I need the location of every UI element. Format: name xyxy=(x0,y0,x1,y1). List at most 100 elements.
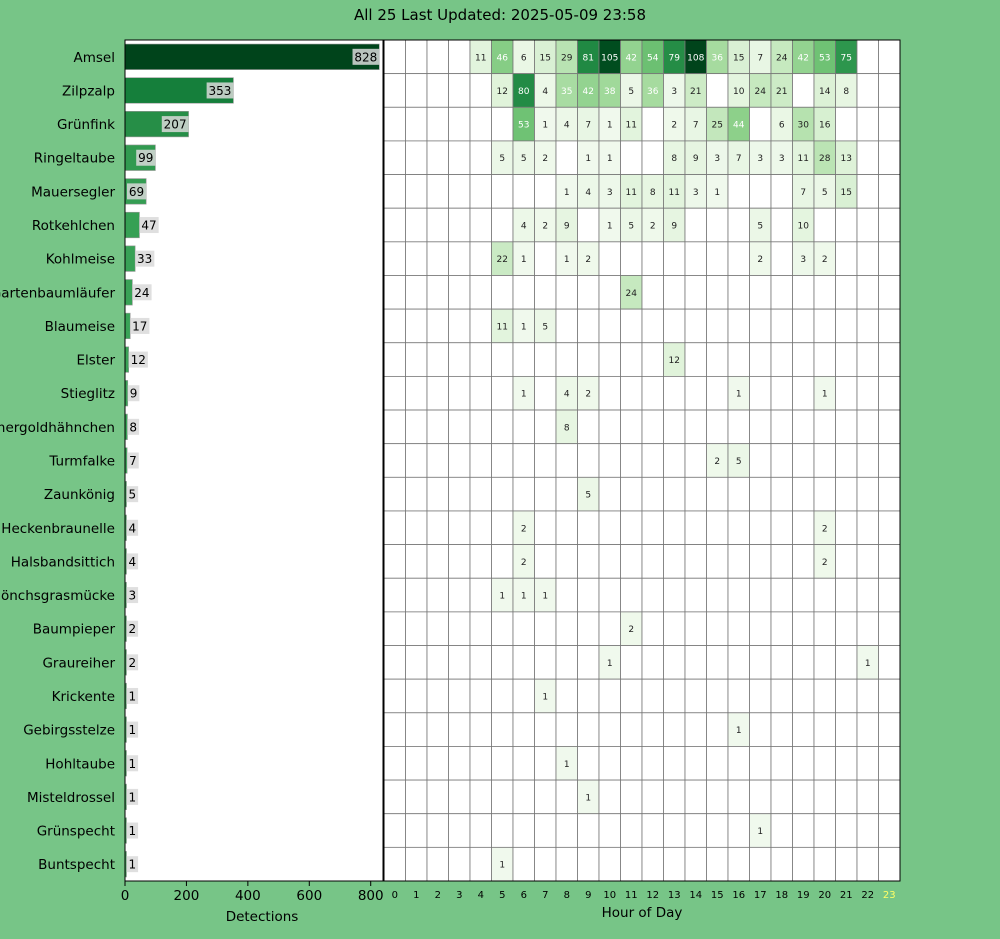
heatmap-cell-value: 5 xyxy=(499,154,505,164)
heatmap-cell xyxy=(534,409,557,445)
heatmap-cell-value: 7 xyxy=(800,188,806,198)
category-label: Grünfink xyxy=(57,117,115,133)
heatmap-cell-value: 12 xyxy=(497,87,508,97)
heatmap-cell-value: 15 xyxy=(841,188,852,198)
heatmap-cell xyxy=(749,510,772,545)
heatmap-cell xyxy=(813,813,836,848)
heatmap-cell xyxy=(405,39,428,75)
heatmap-cell xyxy=(577,409,600,445)
heatmap-cell xyxy=(512,443,535,478)
heatmap-cell xyxy=(727,275,750,310)
heatmap-cell xyxy=(641,712,664,747)
heatmap-cell-value: 10 xyxy=(798,222,810,232)
hour-tick-label: 15 xyxy=(711,890,724,901)
heatmap-cell xyxy=(663,678,686,714)
heatmap-cell xyxy=(684,678,707,714)
heatmap-cell xyxy=(813,476,836,512)
heatmap-cell xyxy=(555,577,578,613)
heatmap-cell xyxy=(727,678,750,714)
heatmap-cell xyxy=(448,375,471,411)
heatmap-cell-value: 2 xyxy=(628,625,634,635)
heatmap-cell xyxy=(813,275,836,310)
heatmap-cell xyxy=(620,308,643,344)
heatmap-cell xyxy=(620,577,643,613)
heatmap-cell xyxy=(706,645,729,680)
heatmap-cell xyxy=(405,106,428,142)
hour-tick-label: 2 xyxy=(435,890,441,901)
heatmap-cell xyxy=(534,544,557,579)
heatmap-cell xyxy=(534,746,557,781)
heatmap-cell xyxy=(448,73,471,108)
heatmap-cell xyxy=(555,476,578,512)
heatmap-cell-value: 13 xyxy=(841,154,852,164)
heatmap-cell xyxy=(856,308,879,344)
heatmap-cell xyxy=(749,443,772,478)
heatmap-cell xyxy=(856,476,879,512)
heatmap-cell-value: 3 xyxy=(671,87,677,97)
heatmap-cell xyxy=(663,275,686,310)
bar-value-label-bg xyxy=(126,553,139,570)
heatmap-cell xyxy=(426,342,449,377)
category-label: Hohltaube xyxy=(45,756,115,772)
heatmap-cell xyxy=(534,813,557,848)
heatmap-cell xyxy=(469,409,492,445)
heatmap-cell xyxy=(641,106,664,142)
heatmap-cell xyxy=(663,746,686,781)
heatmap-cell-value: 2 xyxy=(542,154,548,164)
heatmap-cell-value: 8 xyxy=(650,188,656,198)
heatmap-cell xyxy=(663,241,686,276)
heatmap-cell-value: 2 xyxy=(714,457,720,467)
heatmap-cell xyxy=(856,846,879,882)
heatmap-cell xyxy=(641,443,664,478)
heatmap-cell xyxy=(706,241,729,276)
heatmap-cell xyxy=(448,275,471,310)
heatmap-cell xyxy=(598,813,621,848)
hour-tick-label: 17 xyxy=(754,890,767,901)
heatmap-cell-value: 1 xyxy=(521,255,527,265)
heatmap-cell xyxy=(641,846,664,882)
heatmap-cell xyxy=(405,443,428,478)
bar xyxy=(124,43,380,70)
heatmap-cell xyxy=(426,544,449,579)
heatmap-cell xyxy=(813,779,836,815)
bar-value-label-bg xyxy=(135,250,155,267)
heatmap-cell xyxy=(749,779,772,815)
heatmap-cell xyxy=(878,813,901,848)
heatmap-cell xyxy=(469,779,492,815)
heatmap-cell-value: 3 xyxy=(779,154,785,164)
heatmap-cell xyxy=(856,443,879,478)
heatmap-cell xyxy=(792,544,815,579)
bar-value-label: 3 xyxy=(128,589,136,603)
heatmap-cell xyxy=(620,241,643,276)
heatmap-cell-value: 1 xyxy=(542,121,548,131)
hour-tick-label: 0 xyxy=(392,890,398,901)
heatmap-cell-value: 1 xyxy=(564,188,570,198)
heatmap-cell xyxy=(641,678,664,714)
heatmap-cell xyxy=(577,712,600,747)
heatmap-cell xyxy=(641,476,664,512)
hour-tick-label: 23 xyxy=(883,890,896,901)
heatmap-cell xyxy=(749,476,772,512)
heatmap-cell-value: 1 xyxy=(521,390,527,400)
heatmap-cell xyxy=(426,174,449,209)
heatmap-cell xyxy=(813,611,836,646)
heatmap-cell xyxy=(405,678,428,714)
heatmap-cell xyxy=(405,611,428,646)
heatmap-cell xyxy=(663,712,686,747)
heatmap-cell-value: 29 xyxy=(561,53,573,63)
heatmap-cell xyxy=(405,476,428,512)
heatmap-cell-value: 12 xyxy=(669,356,680,366)
heatmap-cell-value: 8 xyxy=(843,87,849,97)
heatmap-cell xyxy=(641,375,664,411)
heatmap-cell xyxy=(469,174,492,209)
heatmap-cell xyxy=(491,813,514,848)
heatmap-cell xyxy=(448,678,471,714)
heatmap-cell xyxy=(491,106,514,142)
heatmap-cell xyxy=(598,375,621,411)
heatmap-cell xyxy=(598,443,621,478)
heatmap-cell xyxy=(641,342,664,377)
heatmap-cell xyxy=(878,712,901,747)
heatmap-cell xyxy=(792,443,815,478)
heatmap-cell-value: 7 xyxy=(693,121,699,131)
